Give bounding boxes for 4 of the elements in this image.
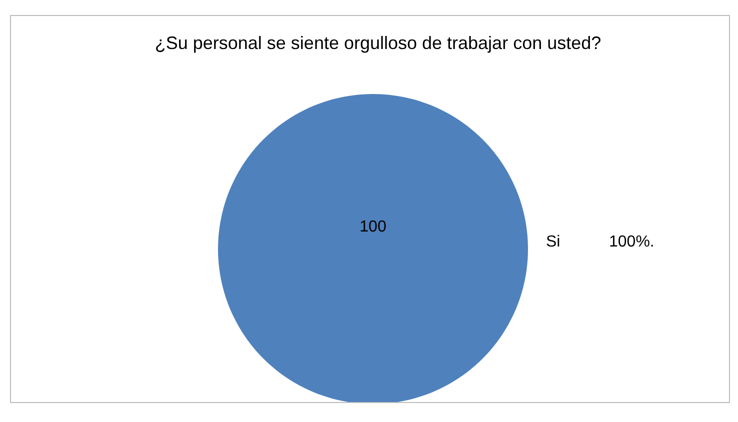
text: 100%. [609, 234, 654, 250]
data-label: 100 [360, 218, 386, 236]
slice-label: Si [546, 234, 560, 250]
chart-title: ¿Su personal se siente orgulloso de trabajar con usted? [154, 33, 602, 53]
